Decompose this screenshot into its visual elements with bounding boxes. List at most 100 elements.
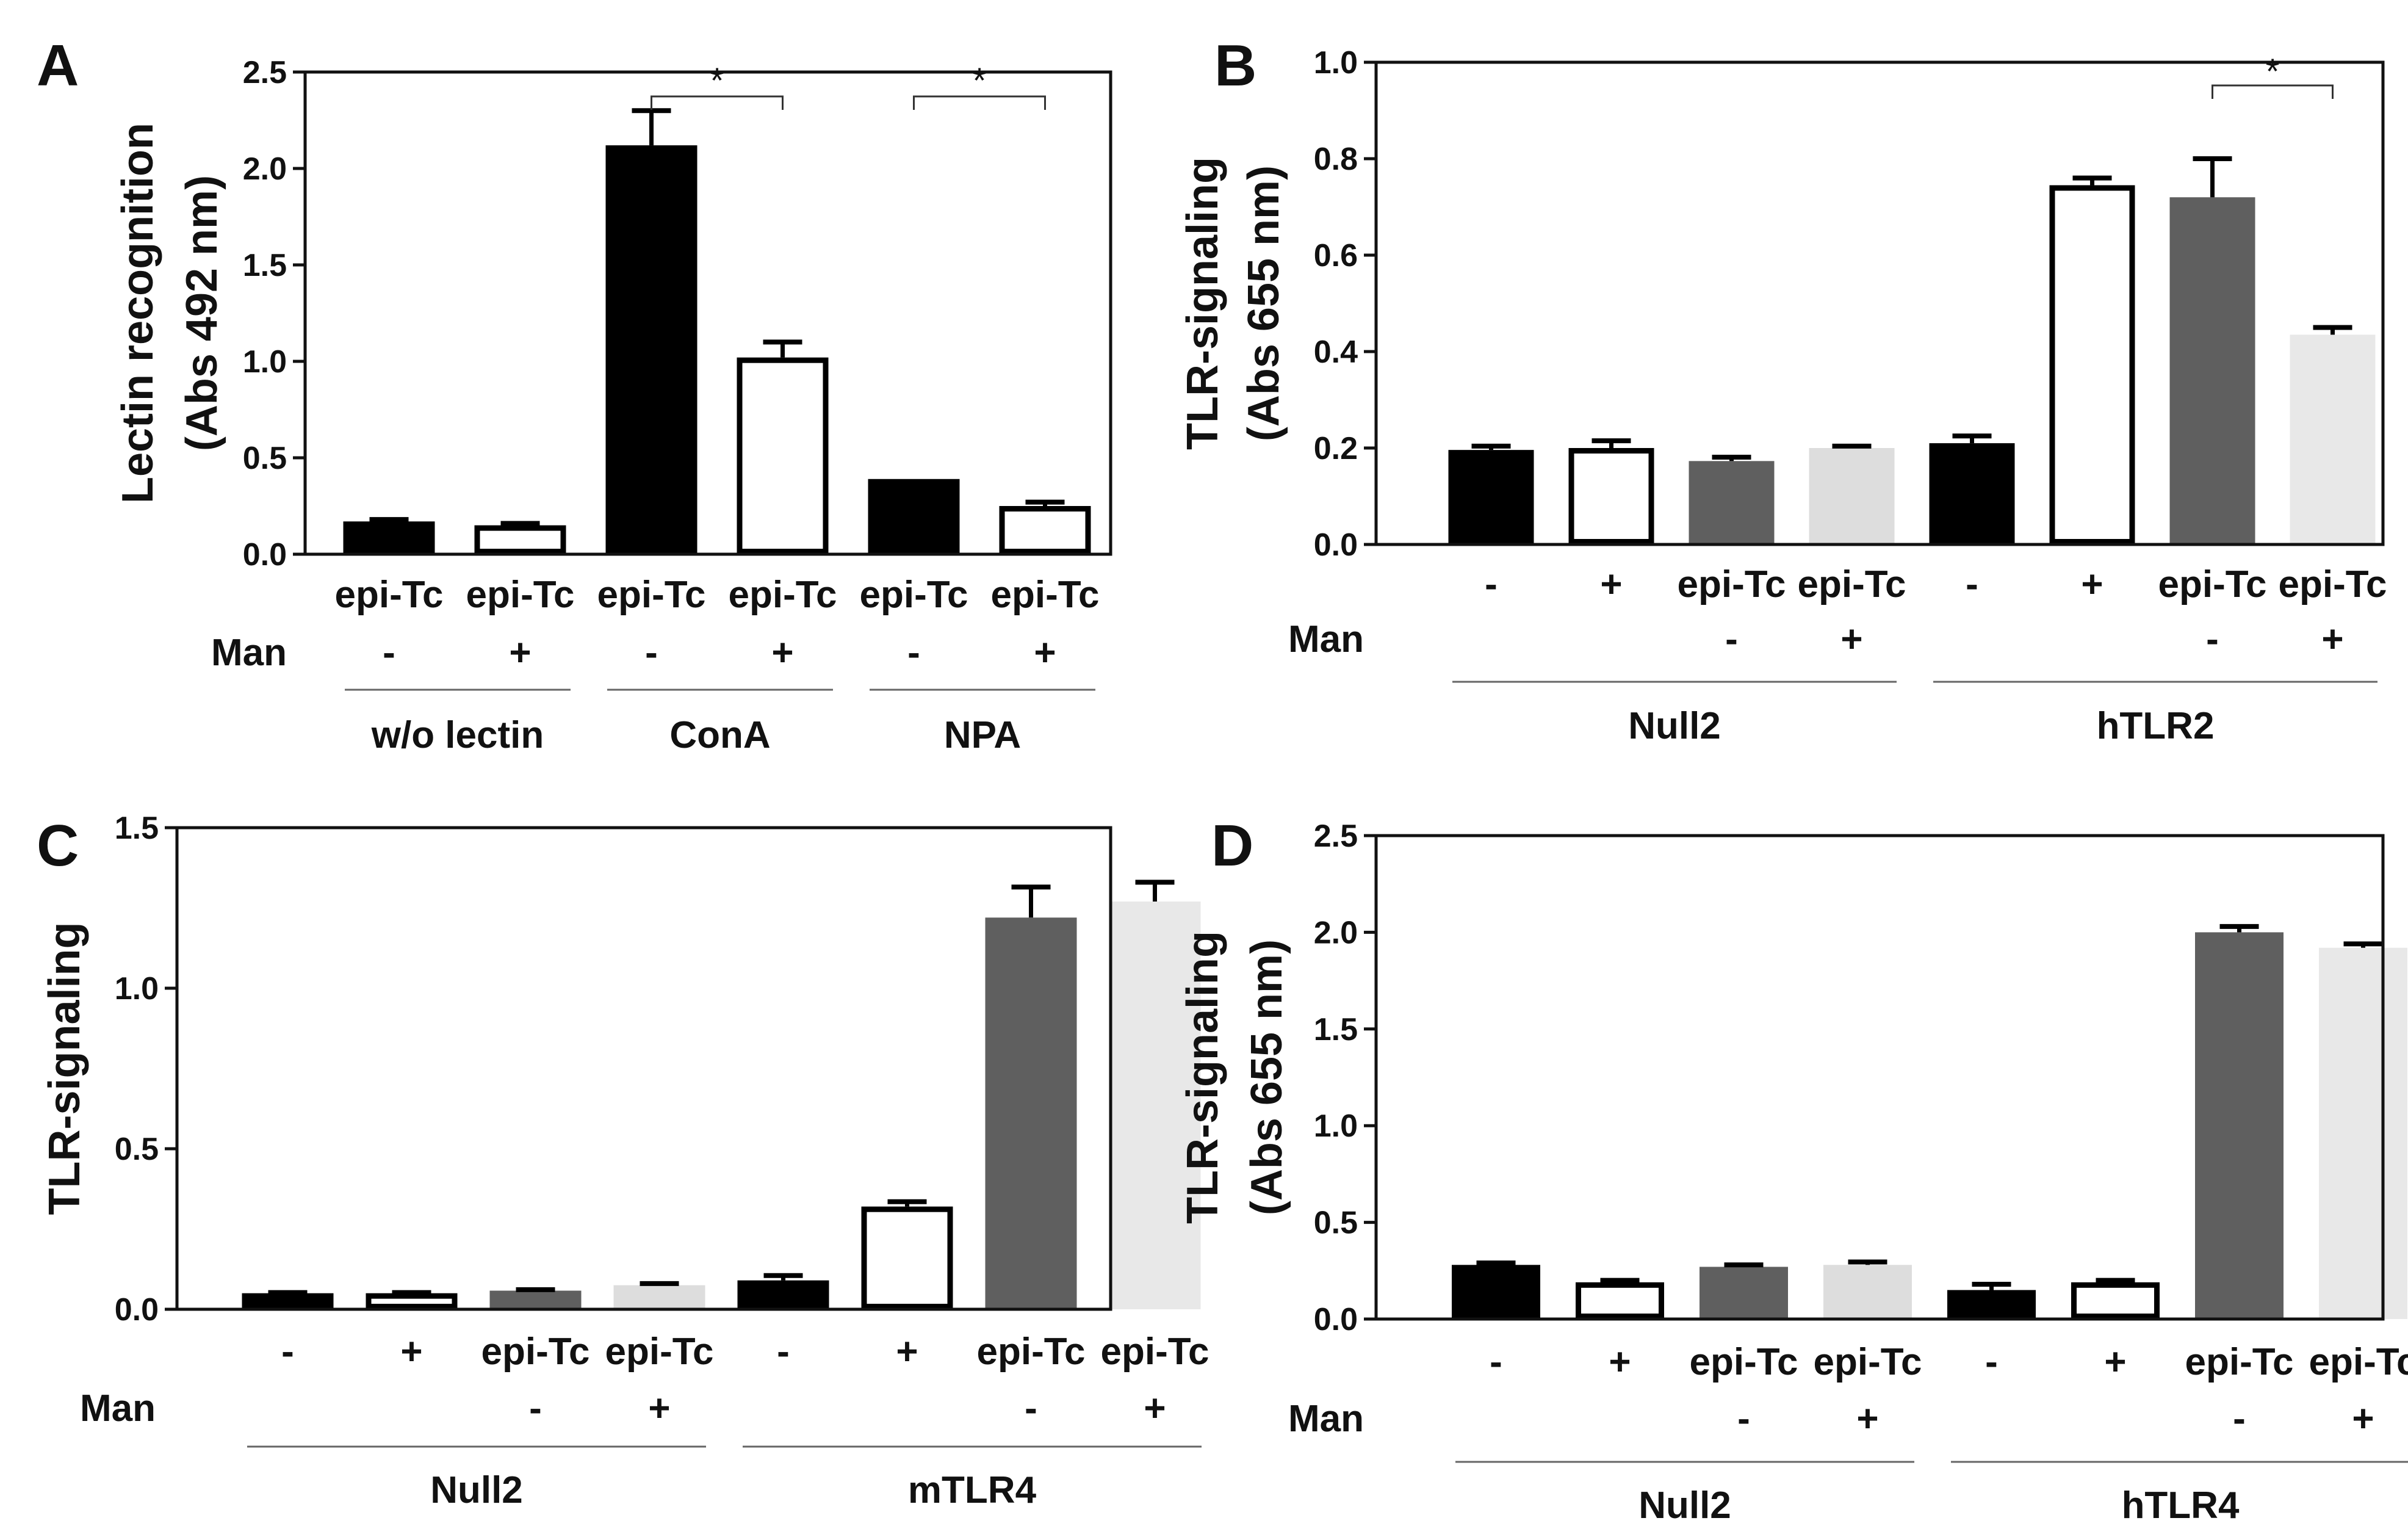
significance-bracket xyxy=(651,95,784,110)
x-tick-label: epi-Tc xyxy=(1101,1331,1209,1373)
man-label: Man xyxy=(211,632,287,674)
panel-b: B TLR-signaling (Abs 655 nm) 0.0 0.2 0.4 0.6 0.… xyxy=(1178,33,2387,747)
man-sign: - xyxy=(529,1387,542,1430)
x-tick-label: - xyxy=(1985,1341,1998,1383)
y-tick-label: 0.6 xyxy=(1314,238,1358,273)
man-label: Man xyxy=(80,1387,156,1430)
bar xyxy=(1452,1265,1540,1319)
y-tick-label: 0.0 xyxy=(115,1292,159,1328)
x-tick-label: epi-Tc xyxy=(2158,563,2267,606)
x-tick-label: + xyxy=(896,1331,918,1373)
x-tick-label: epi-Tc xyxy=(605,1331,714,1373)
x-tick-label: epi-Tc xyxy=(977,1331,1086,1373)
bar xyxy=(737,1280,829,1309)
x-tick-label: + xyxy=(400,1331,422,1373)
y-tick-label: 0.4 xyxy=(1314,334,1358,370)
x-tick-label: - xyxy=(1966,563,1978,606)
plot-frame xyxy=(1374,60,2385,546)
group-label: Null2 xyxy=(430,1469,523,1511)
y-tick-label: 0.0 xyxy=(1314,1302,1358,1337)
bar xyxy=(2290,334,2376,544)
x-tick-label: - xyxy=(1490,1341,1502,1383)
x-tick-label: - xyxy=(281,1331,294,1373)
bar xyxy=(737,357,829,554)
y-axis-label: (Abs 492 nm) xyxy=(178,175,226,451)
bar xyxy=(242,1293,334,1309)
man-sign: - xyxy=(2233,1398,2246,1440)
y-tick-label: 2.5 xyxy=(243,55,287,90)
y-tick-label: 1.5 xyxy=(243,248,287,283)
y-tick-label: 1.5 xyxy=(1314,1012,1358,1047)
x-tick-label: epi-Tc xyxy=(1814,1341,1922,1383)
bar xyxy=(1109,901,1201,1309)
panel-letter: A xyxy=(37,33,79,98)
bar xyxy=(1929,443,2015,544)
man-sign: + xyxy=(1034,632,1056,674)
panel-letter: B xyxy=(1214,33,1256,98)
man-sign: + xyxy=(2321,618,2343,660)
bar xyxy=(1823,1265,1912,1319)
x-tick-label: epi-Tc xyxy=(335,574,444,616)
x-tick-label: epi-Tc xyxy=(2279,563,2387,606)
bar xyxy=(474,525,566,554)
panel-d: D TLR-signaling (Abs 655 nm) 0.0 0.5 1.0 1.5 2.… xyxy=(1178,813,2408,1527)
y-axis-label: TLR-signaling xyxy=(40,922,89,1215)
x-tick-label: epi-Tc xyxy=(2185,1341,2294,1383)
y-tick-label: 0.0 xyxy=(1314,527,1358,563)
man-sign: - xyxy=(1737,1398,1750,1440)
man-sign: + xyxy=(509,632,531,674)
y-axis-label: TLR-signaling xyxy=(1178,931,1227,1224)
bar xyxy=(2319,947,2407,1319)
panel-letter: D xyxy=(1211,813,1253,878)
y-tick-label: 2.0 xyxy=(1314,915,1358,950)
bar xyxy=(1576,1282,1664,1320)
plot-frame xyxy=(1374,834,2385,1321)
panel-letter: C xyxy=(37,813,79,878)
y-axis-label: (Abs 655 nm) xyxy=(1242,939,1291,1215)
bar xyxy=(1809,448,1895,544)
bar xyxy=(605,145,698,554)
group-label: ConA xyxy=(669,714,770,756)
man-sign: - xyxy=(1725,618,1738,660)
bar xyxy=(868,479,960,554)
bar xyxy=(1947,1290,2036,1319)
x-tick-label: epi-Tc xyxy=(1798,563,1906,606)
plot-frame xyxy=(303,70,1112,556)
bar xyxy=(2049,185,2135,544)
bar xyxy=(1700,1267,1788,1319)
x-tick-label: - xyxy=(1485,563,1498,606)
panel-a: A Lectin recognition (Abs 492 nm) 0.0 0.5 1.0… xyxy=(37,33,1112,756)
man-label: Man xyxy=(1288,1398,1364,1440)
y-tick-label: 1.0 xyxy=(115,971,159,1007)
y-tick-label: 0.2 xyxy=(1314,431,1358,466)
man-sign: - xyxy=(2206,618,2219,660)
x-tick-label: epi-Tc xyxy=(466,574,575,616)
man-sign: - xyxy=(907,632,920,674)
man-sign: - xyxy=(383,632,395,674)
y-tick-label: 0.5 xyxy=(1314,1206,1358,1241)
y-axis-label: (Abs 655 nm) xyxy=(1239,165,1288,441)
bar xyxy=(343,521,435,554)
man-sign: + xyxy=(648,1387,670,1430)
y-tick-label: 0.5 xyxy=(243,441,287,476)
x-tick-label: + xyxy=(2104,1341,2126,1383)
group-label: hTLR2 xyxy=(2097,705,2215,747)
y-tick-label: 0.0 xyxy=(243,537,287,573)
plot-frame xyxy=(175,826,1112,1311)
y-tick-label: 1.0 xyxy=(1314,45,1358,81)
group-label: hTLR4 xyxy=(2122,1484,2240,1527)
y-axis-label: Lectin recognition xyxy=(114,123,162,504)
y-tick-label: 2.5 xyxy=(1314,819,1358,854)
group-label: mTLR4 xyxy=(908,1469,1037,1511)
man-sign: + xyxy=(771,632,793,674)
significance-star: * xyxy=(2266,52,2280,92)
y-tick-label: 1.0 xyxy=(1314,1108,1358,1144)
bar xyxy=(489,1290,582,1309)
y-tick-label: 1.0 xyxy=(243,344,287,380)
x-tick-label: epi-Tc xyxy=(2309,1341,2408,1383)
x-tick-label: epi-Tc xyxy=(597,574,706,616)
x-tick-label: epi-Tc xyxy=(729,574,837,616)
significance-star: * xyxy=(973,61,987,101)
x-tick-label: + xyxy=(2081,563,2103,606)
